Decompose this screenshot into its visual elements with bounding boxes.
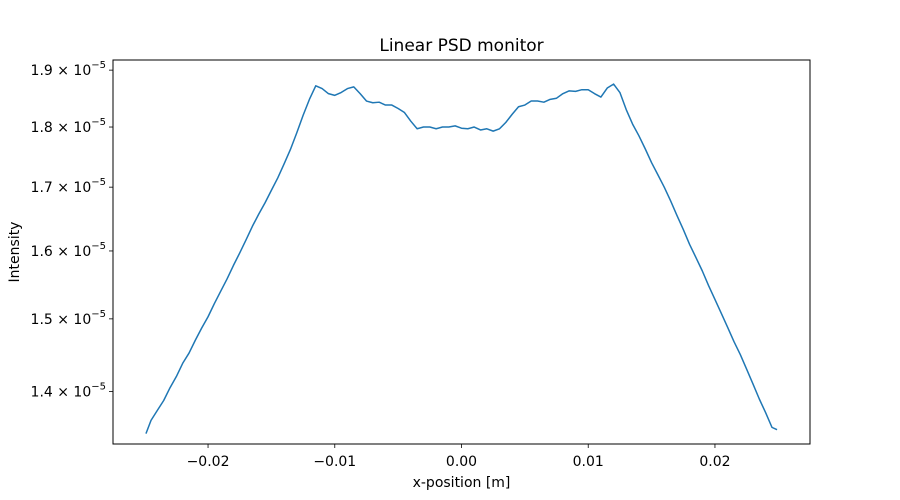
- chart-title: Linear PSD monitor: [379, 36, 543, 56]
- series-line-0: [145, 83, 778, 434]
- plot-frame: [112, 59, 811, 445]
- y-tick-label: 1.6 × 10−5: [31, 241, 106, 260]
- x-tick-label: 0.02: [699, 454, 730, 470]
- y-tick-label: 1.9 × 10−5: [31, 60, 106, 79]
- series-layer: [145, 83, 778, 434]
- x-tick-label: 0.00: [446, 454, 477, 470]
- y-axis: 1.4 × 10−5 1.5 × 10−5 1.6 × 10−5 1.7 × 10−5…: [31, 60, 113, 400]
- x-axis-label: x-position [m]: [413, 475, 511, 491]
- y-tick-label: 1.7 × 10−5: [31, 177, 106, 196]
- y-tick-label: 1.5 × 10−5: [31, 309, 106, 328]
- y-tick-label: 1.8 × 10−5: [31, 117, 106, 136]
- x-axis: −0.02 −0.01 0.00 0.01 0.02: [187, 444, 731, 470]
- y-tick-label: 1.4 × 10−5: [31, 381, 106, 400]
- x-tick-label: 0.01: [573, 454, 604, 470]
- x-tick-label: −0.01: [313, 454, 356, 470]
- x-tick-label: −0.02: [187, 454, 230, 470]
- y-axis-label: Intensity: [7, 222, 23, 283]
